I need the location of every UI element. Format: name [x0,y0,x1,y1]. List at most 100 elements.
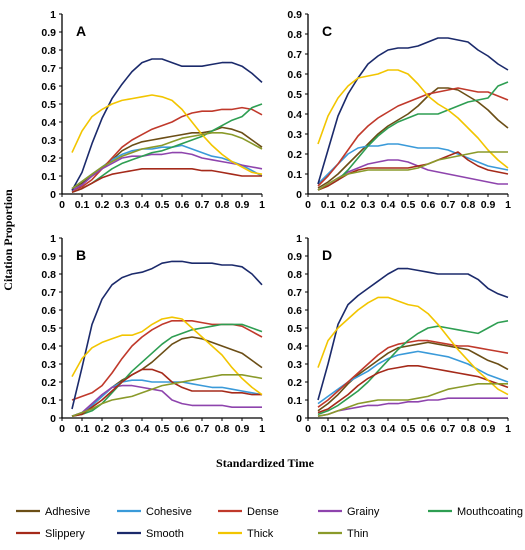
x-tick-label: 0.8 [215,423,230,435]
y-tick-label: 0.9 [41,251,56,263]
series-line-dense [317,87,509,187]
y-tick-label: 0.3 [287,359,302,371]
legend-label: Adhesive [45,506,90,518]
series-line-mouthcoating [71,323,263,417]
panel-letter: C [322,23,332,39]
x-tick-label: 1 [505,199,511,211]
panel-letter: A [76,23,86,39]
legend: Adhesive Cohesive Dense Grainy Mouthcoating S… [16,506,523,540]
y-tick-label: 0.8 [41,45,56,57]
y-tick-label: 0.1 [287,395,302,407]
x-tick-label: 0.4 [381,199,396,211]
y-tick-label: 0.9 [287,9,302,21]
series-line-thin [317,382,508,417]
legend-item-thick: Thick [218,528,274,540]
series-line-thick [71,316,263,396]
series-line-smooth [71,260,263,410]
x-tick-label: 0.2 [341,423,356,435]
x-tick-label: 0.5 [401,199,416,211]
series-line-slippery [71,168,262,193]
x-tick-label: 0.1 [75,423,90,435]
y-tick-label: 0.6 [287,305,302,317]
y-tick-label: 0.5 [41,99,56,111]
legend-item-grainy: Grainy [318,506,380,518]
series-line-smooth [71,58,263,191]
x-tick-label: 0.1 [321,423,336,435]
y-tick-label: 0.7 [287,287,302,299]
series-line-slippery [71,368,262,417]
legend-label: Slippery [45,528,85,540]
series-line-grainy [317,159,508,191]
series-line-dense [317,339,509,408]
y-tick-label: 0.9 [287,251,302,263]
legend-label: Smooth [146,528,184,540]
panels: 0 0.1 0.2 0.3 0.4 0.5 0.6 0.7 0.8 0.9 1 0 0.1 0.2 0.3 0… [41,9,511,435]
panel-letter: D [322,247,332,263]
x-tick-label: 0.6 [421,199,436,211]
y-tick-label: 0 [296,413,302,425]
series-line-mouthcoating [317,320,509,416]
series-line-thick [71,94,263,175]
legend-item-thin: Thin [318,528,368,540]
panel-B: 0 0.1 0.2 0.3 0.4 0.5 0.6 0.7 0.8 0.9 1 0 0.1 0.2 0.3 0… [41,233,265,435]
x-tick-label: 0.5 [155,199,170,211]
x-tick-label: 0.5 [155,423,170,435]
panel-C: 0 0.1 0.2 0.3 0.4 0.5 0.6 0.7 0.8 0.9 0 0.1 0.2 0.3 0.… [287,9,511,211]
panel-D: 0 0.1 0.2 0.3 0.4 0.5 0.6 0.7 0.8 0.9 1 0 0.1 0.2 0.3 0… [287,233,511,435]
x-tick-label: 1 [259,199,265,211]
y-tick-label: 0.7 [41,287,56,299]
x-tick-label: 0.3 [361,423,376,435]
legend-item-cohesive: Cohesive [117,506,192,518]
x-tick-label: 0.6 [421,423,436,435]
series-line-cohesive [317,143,509,185]
y-tick-label: 1 [50,233,56,245]
series-line-thick [317,69,509,169]
x-tick-label: 0.8 [215,199,230,211]
x-tick-label: 0.6 [175,423,190,435]
y-tick-label: 0.4 [41,117,56,129]
x-tick-label: 0.4 [381,423,396,435]
y-tick-label: 1 [50,9,56,21]
x-tick-label: 0.1 [321,199,336,211]
x-tick-label: 0.7 [195,423,210,435]
y-tick-label: 0.8 [287,29,302,41]
series-line-cohesive [71,144,263,190]
legend-label: Cohesive [146,506,192,518]
legend-item-slippery: Slippery [16,528,85,540]
series-line-grainy [71,384,262,417]
x-tick-label: 0.6 [175,199,190,211]
series-line-mouthcoating [71,103,263,193]
panel-A: 0 0.1 0.2 0.3 0.4 0.5 0.6 0.7 0.8 0.9 1 0 0.1 0.2 0.3 0… [41,9,265,211]
y-tick-label: 0.4 [287,109,302,121]
x-tick-label: 0.9 [481,423,496,435]
y-tick-label: 0.2 [287,149,302,161]
y-tick-label: 0.7 [41,63,56,75]
x-tick-label: 0 [59,199,65,211]
x-tick-label: 0.8 [461,423,476,435]
y-tick-label: 0.1 [41,171,56,183]
x-tick-label: 1 [259,423,265,435]
series-line-cohesive [71,379,263,417]
y-tick-label: 0.5 [41,323,56,335]
y-tick-label: 0.2 [41,377,56,389]
series-line-thin [71,373,263,417]
x-tick-label: 0.9 [235,199,250,211]
y-tick-label: 0.6 [287,69,302,81]
series-line-thin [71,132,263,190]
y-tick-label: 0.1 [41,395,56,407]
x-tick-label: 0 [305,199,311,211]
x-tick-label: 0.5 [401,423,416,435]
y-tick-label: 0.4 [41,341,56,353]
x-tick-label: 0.7 [195,199,210,211]
y-tick-label: 0.9 [41,27,56,39]
y-tick-label: 0.5 [287,89,302,101]
x-tick-label: 0.3 [115,199,130,211]
y-tick-label: 0 [50,189,56,201]
legend-label: Mouthcoating [457,506,523,518]
legend-item-dense: Dense [218,506,279,518]
y-tick-label: 0.3 [41,359,56,371]
panel-letter: B [76,247,86,263]
series-line-slippery [317,364,509,414]
series-line-smooth [317,267,509,401]
